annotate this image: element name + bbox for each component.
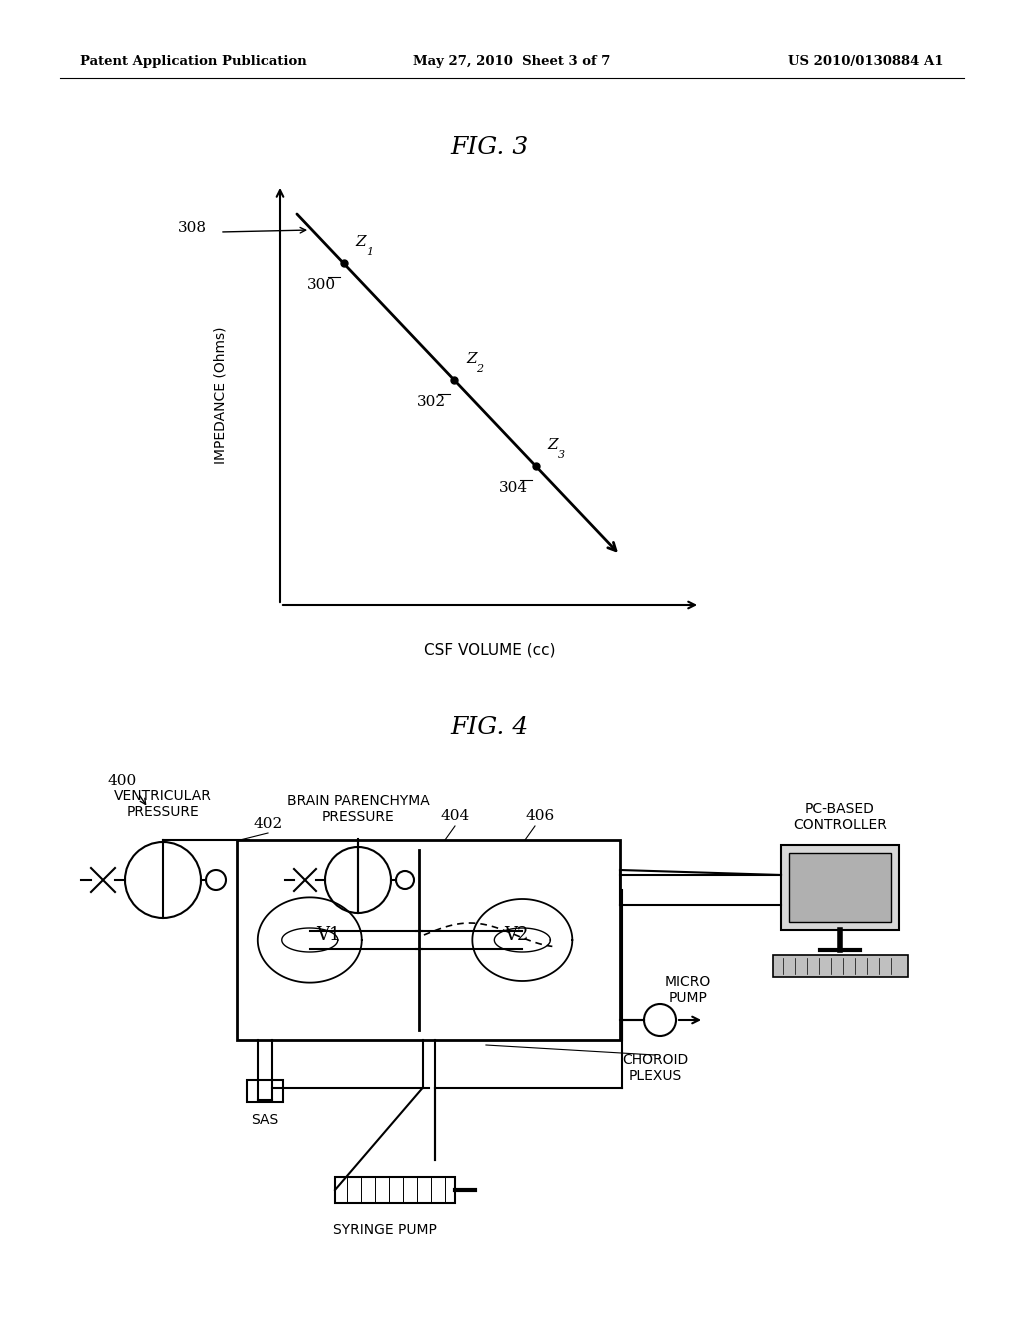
Text: FIG. 3: FIG. 3	[451, 136, 529, 160]
Circle shape	[644, 1005, 676, 1036]
Text: V1: V1	[316, 927, 341, 944]
Text: VENTRICULAR
PRESSURE: VENTRICULAR PRESSURE	[114, 789, 212, 820]
Text: SYRINGE PUMP: SYRINGE PUMP	[333, 1224, 437, 1237]
Text: IMPEDANCE (Ohms): IMPEDANCE (Ohms)	[213, 326, 227, 463]
Bar	[335, 1177, 455, 1203]
Text: 1: 1	[366, 247, 373, 257]
Text: PC-BASED
CONTROLLER: PC-BASED CONTROLLER	[793, 801, 887, 832]
Text: 3: 3	[557, 450, 564, 459]
Text: 308: 308	[177, 220, 207, 235]
Text: 304: 304	[499, 480, 527, 495]
Text: MICRO
PUMP: MICRO PUMP	[665, 975, 711, 1005]
Text: Patent Application Publication: Patent Application Publication	[80, 55, 307, 69]
Text: 404: 404	[440, 809, 470, 822]
Text: 400: 400	[108, 774, 136, 788]
Text: 2: 2	[476, 364, 483, 374]
Text: 302: 302	[417, 395, 446, 409]
Bar	[247, 1080, 283, 1102]
Text: CHOROID
PLEXUS: CHOROID PLEXUS	[622, 1053, 688, 1084]
Bar	[237, 840, 620, 1040]
Bar	[790, 853, 891, 921]
Text: 406: 406	[525, 809, 555, 822]
Text: V2: V2	[505, 927, 528, 944]
Text: BRAIN PARENCHYMA
PRESSURE: BRAIN PARENCHYMA PRESSURE	[287, 793, 429, 824]
Circle shape	[325, 847, 391, 913]
Text: Z: Z	[466, 352, 477, 366]
Text: 402: 402	[253, 817, 283, 832]
Text: May 27, 2010  Sheet 3 of 7: May 27, 2010 Sheet 3 of 7	[414, 55, 610, 69]
Text: CSF VOLUME (cc): CSF VOLUME (cc)	[424, 643, 556, 657]
Text: US 2010/0130884 A1: US 2010/0130884 A1	[788, 55, 944, 69]
Text: Z: Z	[548, 438, 558, 451]
Text: 300: 300	[306, 279, 336, 293]
Text: Z: Z	[355, 235, 367, 249]
Bar	[781, 845, 899, 931]
Text: SAS: SAS	[251, 1113, 279, 1127]
Text: FIG. 4: FIG. 4	[451, 717, 529, 739]
Bar	[772, 954, 907, 977]
Circle shape	[125, 842, 201, 917]
